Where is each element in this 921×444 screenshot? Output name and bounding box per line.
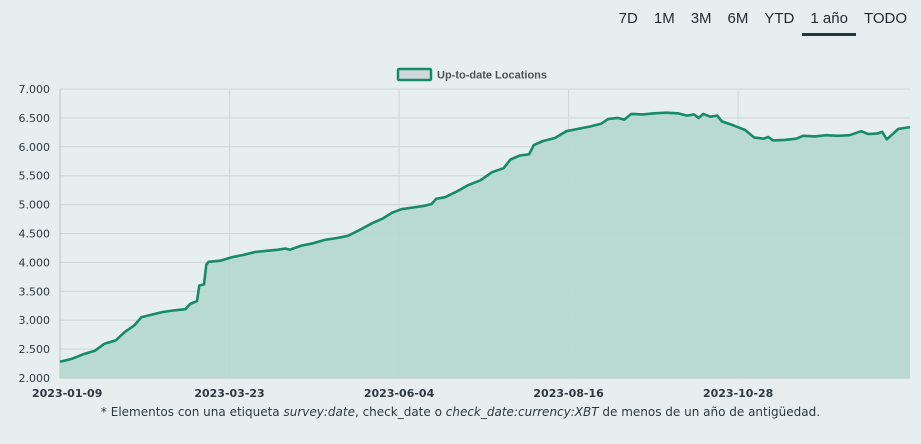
legend-swatch xyxy=(396,67,433,82)
y-tick-label: 4.500 xyxy=(19,228,51,241)
y-tick-label: 6.500 xyxy=(19,112,51,125)
x-tick-label: 2023-08-16 xyxy=(533,387,604,400)
range-button-6m[interactable]: 6M xyxy=(727,10,749,27)
range-button-todo[interactable]: TODO xyxy=(863,10,907,27)
range-button-ytd[interactable]: YTD xyxy=(764,10,795,27)
x-tick-label: 2023-06-04 xyxy=(364,387,435,400)
legend-label: Up-to-date Locations xyxy=(437,70,547,82)
footnote-prefix: * Elementos con una etiqueta xyxy=(100,405,284,419)
y-tick-label: 6.000 xyxy=(19,141,51,154)
series-area-up-to-date-locations xyxy=(60,112,910,378)
y-tick-label: 7.000 xyxy=(19,83,51,96)
x-tick-label: 2023-03-23 xyxy=(194,387,264,400)
y-tick-label: 5.500 xyxy=(19,170,51,183)
footnote-mid: , check_date o xyxy=(354,405,446,419)
footnote-tag-survey-date: survey:date xyxy=(283,405,355,419)
y-tick-label: 5.000 xyxy=(19,199,51,212)
y-tick-label: 2.000 xyxy=(19,372,51,385)
x-tick-label: 2023-01-09 xyxy=(32,387,102,400)
footnote: * Elementos con una etiqueta survey:date… xyxy=(0,405,921,419)
y-tick-label: 3.000 xyxy=(19,314,51,327)
y-tick-label: 4.000 xyxy=(19,256,51,269)
footnote-tag-check-date-currency: check_date:currency:XBT xyxy=(445,405,599,419)
footnote-suffix: de menos de un año de antigüedad. xyxy=(598,405,821,419)
area-chart: 2.000 2.500 3.000 3.500 4.000 4.500 5.000 5.500… xyxy=(19,67,911,400)
y-tick-label: 3.500 xyxy=(19,285,51,298)
y-tick-label: 2.500 xyxy=(19,343,51,356)
range-button-1m[interactable]: 1M xyxy=(653,10,675,27)
x-tick-label: 2023-10-28 xyxy=(703,387,773,400)
range-button-3m[interactable]: 3M xyxy=(690,10,712,27)
range-button-1-ano[interactable]: 1 año xyxy=(802,8,856,36)
series-line-up-to-date-locations xyxy=(59,111,911,364)
time-range-selector: 7D 1M 3M 6M YTD 1 año TODO xyxy=(611,8,915,36)
range-button-7d[interactable]: 7D xyxy=(618,10,638,27)
